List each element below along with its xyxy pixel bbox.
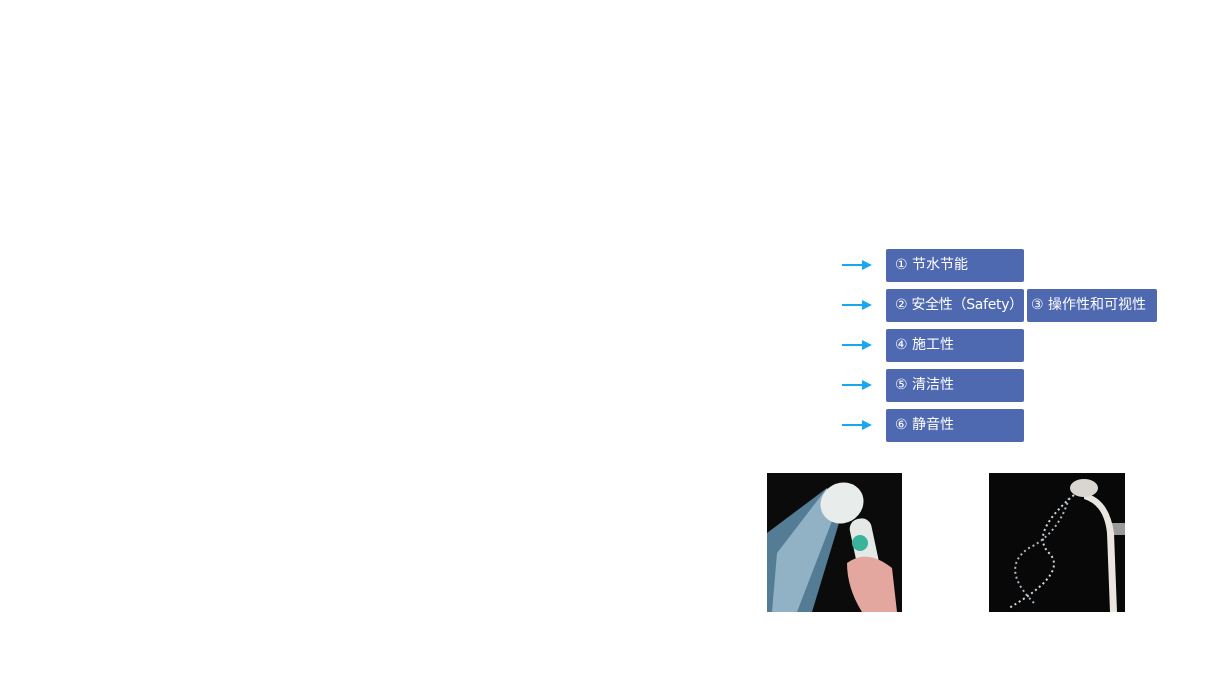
arrow-right-icon — [862, 340, 872, 350]
feature-installation: ④ 施工性 — [886, 329, 1024, 362]
arrow-right-icon — [862, 380, 872, 390]
feature-cleanliness: ⑤ 清洁性 — [886, 369, 1024, 402]
feature-arrow-2 — [842, 300, 872, 310]
feature-operability: ③ 操作性和可视性 — [1027, 289, 1157, 322]
feature-water-saving: ① 节水节能 — [886, 249, 1024, 282]
feature-arrow-4 — [842, 380, 872, 390]
feature-arrow-5 — [842, 420, 872, 430]
shower-head-photo-2 — [989, 473, 1125, 612]
feature-arrow-3 — [842, 340, 872, 350]
shower-head-photo-1 — [767, 473, 902, 612]
feature-safety: ② 安全性（Safety） — [886, 289, 1024, 322]
arrow-right-icon — [862, 260, 872, 270]
feature-arrow-1 — [842, 260, 872, 270]
arrow-right-icon — [862, 420, 872, 430]
arrow-right-icon — [862, 300, 872, 310]
feature-quietness: ⑥ 静音性 — [886, 409, 1024, 442]
